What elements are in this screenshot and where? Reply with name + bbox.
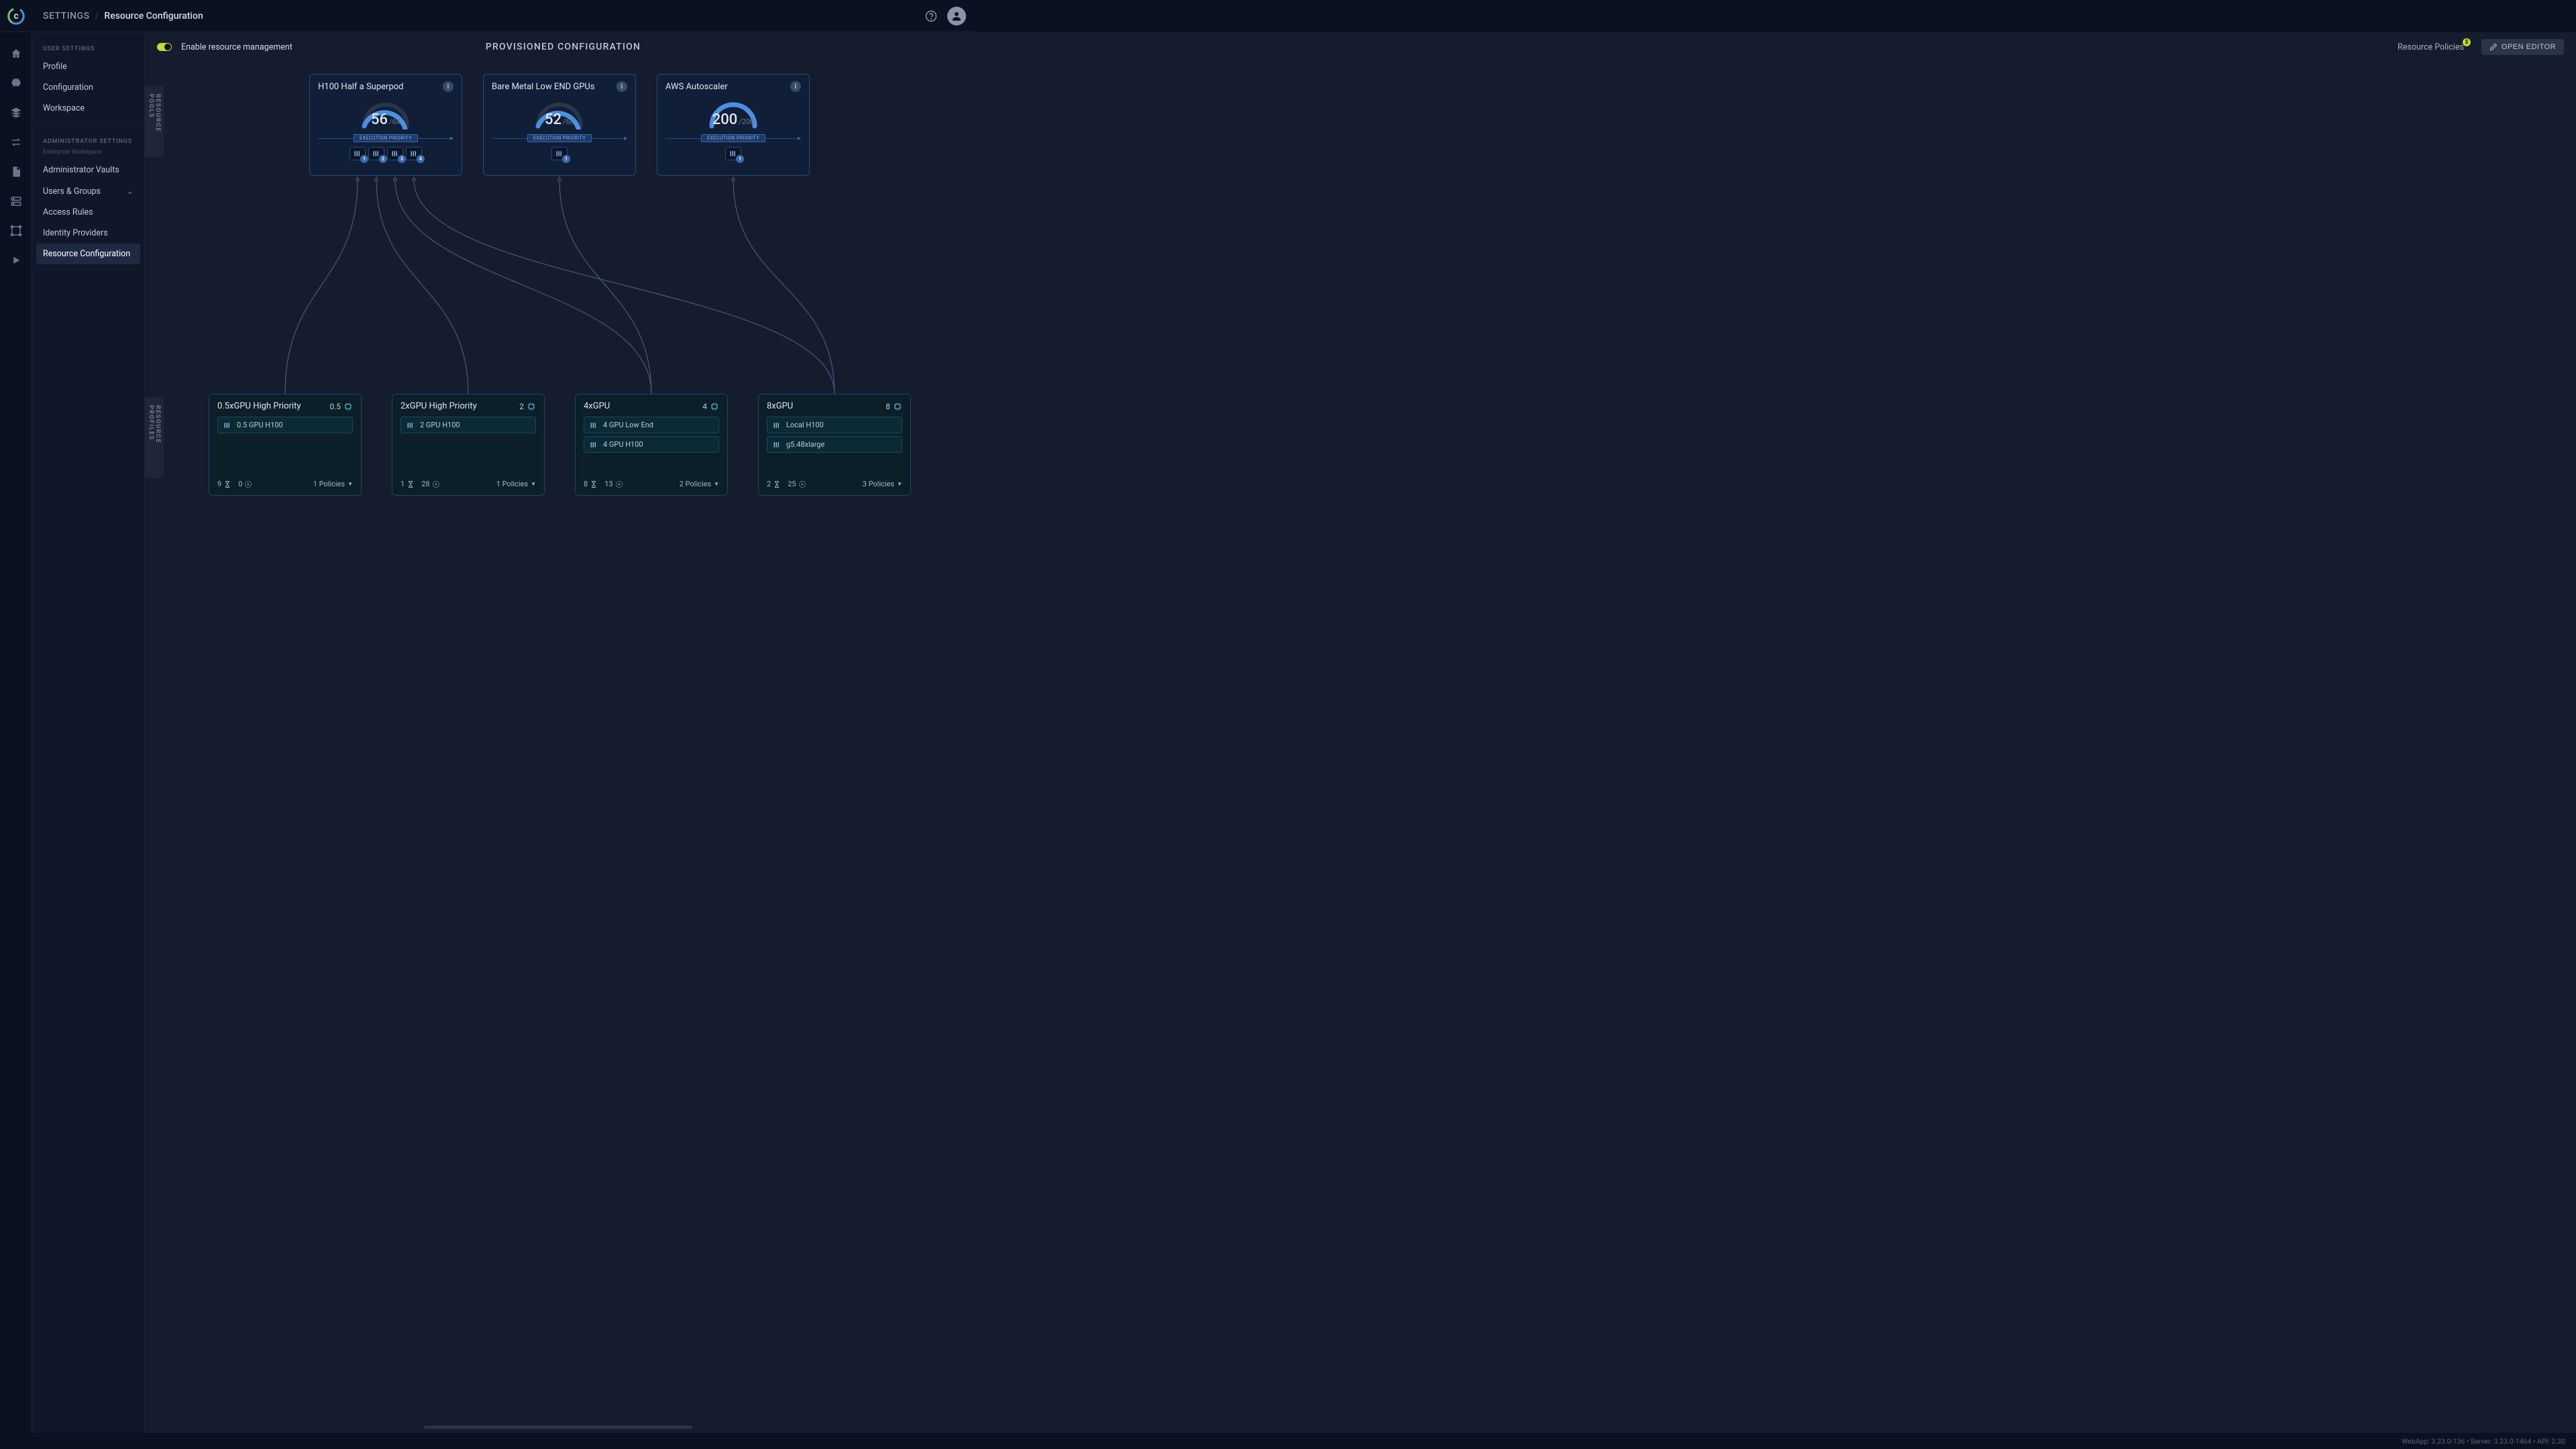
profile-title: 2xGPU High Priority — [400, 401, 477, 411]
profile-card[interactable]: 4xGPU 4 4 GPU Low End 4 GPU H100 8 13 2 P… — [575, 394, 728, 496]
resource-policies-link[interactable]: Resource Policies $ — [2398, 42, 2464, 52]
sidebar-section-user: USER SETTINGS — [36, 40, 140, 56]
profile-title: 8xGPU — [767, 401, 793, 411]
profile-title: 0.5xGPU High Priority — [217, 401, 301, 411]
slot-badge: 4 — [417, 155, 425, 163]
slot-badge: 1 — [736, 155, 744, 163]
main-panel: Enable resource management PROVISIONED C… — [145, 32, 2576, 1433]
instance-row[interactable]: 4 GPU Low End — [584, 417, 719, 433]
pool-card[interactable]: H100 Half a Superpod i 56/64 EXECUTION P… — [309, 74, 462, 176]
profile-card[interactable]: 0.5xGPU High Priority 0.5 0.5 GPU H100 9… — [209, 394, 362, 496]
open-editor-button[interactable]: OPEN EDITOR — [2481, 39, 2564, 55]
chevron-down-icon: ⌄ — [127, 186, 133, 197]
info-icon[interactable]: i — [443, 81, 453, 92]
pool-gauge: 52/60 — [492, 92, 627, 129]
pool-slot[interactable]: 4 — [406, 147, 422, 160]
pencil-icon — [2489, 43, 2498, 51]
version-footer: WebApp: 3.23.0-136 • Server: 3.23.0-1464… — [0, 1433, 2576, 1449]
pool-gauge: 56/64 — [318, 92, 453, 129]
rail-shape-icon[interactable] — [3, 217, 30, 244]
sidebar-item-resource-config[interactable]: Resource Configuration — [36, 244, 140, 264]
profile-gpu-count: 0.5 — [329, 402, 353, 411]
sidebar-item-configuration[interactable]: Configuration — [36, 77, 140, 98]
breadcrumb-current: Resource Configuration — [104, 11, 203, 21]
breadcrumb: SETTINGS / Resource Configuration — [43, 11, 203, 21]
running-stat: 25 — [788, 480, 806, 488]
rail-layers-icon[interactable] — [3, 99, 30, 126]
instance-row[interactable]: 4 GPU H100 — [584, 436, 719, 453]
pool-slot[interactable]: 1 — [725, 147, 741, 160]
pool-slot[interactable]: 1 — [551, 147, 568, 160]
slot-badge: 1 — [360, 155, 368, 163]
instance-row[interactable]: g5.48xlarge — [767, 436, 902, 453]
profile-gpu-count: 8 — [885, 402, 902, 411]
policies-dropdown[interactable]: 1 Policies ▼ — [496, 480, 536, 488]
nav-rail — [0, 32, 32, 1449]
page-title: PROVISIONED CONFIGURATION — [486, 42, 641, 52]
instance-row[interactable]: 0.5 GPU H100 — [217, 417, 353, 433]
queued-stat: 2 — [767, 480, 781, 488]
svg-text:C: C — [14, 11, 19, 20]
breadcrumb-root[interactable]: SETTINGS — [43, 11, 90, 21]
user-avatar[interactable] — [947, 7, 966, 25]
profile-gpu-count: 2 — [519, 402, 536, 411]
sidebar-item-identity-providers[interactable]: Identity Providers — [36, 223, 140, 244]
policies-dropdown[interactable]: 2 Policies ▼ — [680, 480, 719, 488]
rail-swap-icon[interactable] — [3, 129, 30, 156]
pool-title: H100 Half a Superpod — [318, 82, 404, 92]
pool-slot[interactable]: 1 — [350, 147, 366, 160]
slot-badge: 2 — [379, 155, 387, 163]
priority-bar: EXECUTION PRIORITY ▸ — [492, 133, 627, 143]
pool-card[interactable]: AWS Autoscaler i 200/200 EXECUTION PRIOR… — [657, 74, 810, 176]
queued-stat: 1 — [400, 480, 415, 488]
sidebar-item-workspace[interactable]: Workspace — [36, 98, 140, 119]
enable-resource-toggle[interactable] — [157, 43, 172, 51]
instance-row[interactable]: 2 GPU H100 — [400, 417, 536, 433]
rail-brain-icon[interactable] — [3, 70, 30, 97]
breadcrumb-separator: / — [95, 11, 99, 21]
running-stat: 0 — [238, 480, 252, 488]
slot-badge: 3 — [398, 155, 406, 163]
running-stat: 13 — [604, 480, 623, 488]
pool-slot[interactable]: 2 — [368, 147, 384, 160]
policies-dropdown[interactable]: 3 Policies ▼ — [863, 480, 902, 488]
instance-row[interactable]: Local H100 — [767, 417, 902, 433]
queued-stat: 8 — [584, 480, 598, 488]
horizontal-scrollbar[interactable] — [424, 1426, 692, 1429]
priority-bar: EXECUTION PRIORITY ▸ — [318, 133, 453, 143]
info-icon[interactable]: i — [790, 81, 801, 92]
policies-dropdown[interactable]: 1 Policies ▼ — [313, 480, 353, 488]
pool-title: AWS Autoscaler — [665, 82, 728, 92]
help-icon[interactable] — [920, 5, 942, 27]
pool-card[interactable]: Bare Metal Low END GPUs i 52/60 EXECUTIO… — [483, 74, 636, 176]
profile-gpu-count: 4 — [702, 402, 719, 411]
rail-server-icon[interactable] — [3, 188, 30, 215]
enable-resource-label: Enable resource management — [181, 42, 292, 52]
rail-document-icon[interactable] — [3, 158, 30, 185]
sidebar-item-admin-vaults[interactable]: Administrator Vaults — [36, 160, 140, 180]
sidebar-item-users-groups[interactable]: Users & Groups ⌄ — [36, 180, 140, 202]
profile-title: 4xGPU — [584, 401, 610, 411]
vtab-resource-profiles[interactable]: RESOURCE PROFILES — [145, 397, 164, 478]
running-stat: 28 — [421, 480, 439, 488]
priority-bar: EXECUTION PRIORITY ▸ — [665, 133, 801, 143]
rail-home-icon[interactable] — [3, 40, 30, 67]
settings-sidebar: USER SETTINGS Profile Configuration Work… — [32, 32, 145, 1449]
pool-title: Bare Metal Low END GPUs — [492, 82, 595, 92]
sidebar-item-access-rules[interactable]: Access Rules — [36, 202, 140, 223]
pool-slot[interactable]: 3 — [387, 147, 403, 160]
sidebar-item-profile[interactable]: Profile — [36, 56, 140, 77]
info-icon[interactable]: i — [616, 81, 627, 92]
slot-badge: 1 — [562, 155, 570, 163]
pool-gauge: 200/200 — [665, 92, 801, 129]
rail-play-icon[interactable] — [3, 247, 30, 274]
sidebar-section-admin-sub: Enterprise Workspace — [36, 149, 140, 160]
policy-badge: $ — [2463, 38, 2471, 46]
profile-card[interactable]: 8xGPU 8 Local H100 g5.48xlarge 2 25 3 Pol… — [758, 394, 911, 496]
vtab-resource-pools[interactable]: RESOURCE POOLS — [145, 86, 164, 157]
profile-card[interactable]: 2xGPU High Priority 2 2 GPU H100 1 28 1 … — [392, 394, 545, 496]
sidebar-section-admin: ADMINISTRATOR SETTINGS — [36, 133, 140, 149]
app-logo[interactable]: C — [0, 0, 32, 32]
queued-stat: 9 — [217, 480, 231, 488]
